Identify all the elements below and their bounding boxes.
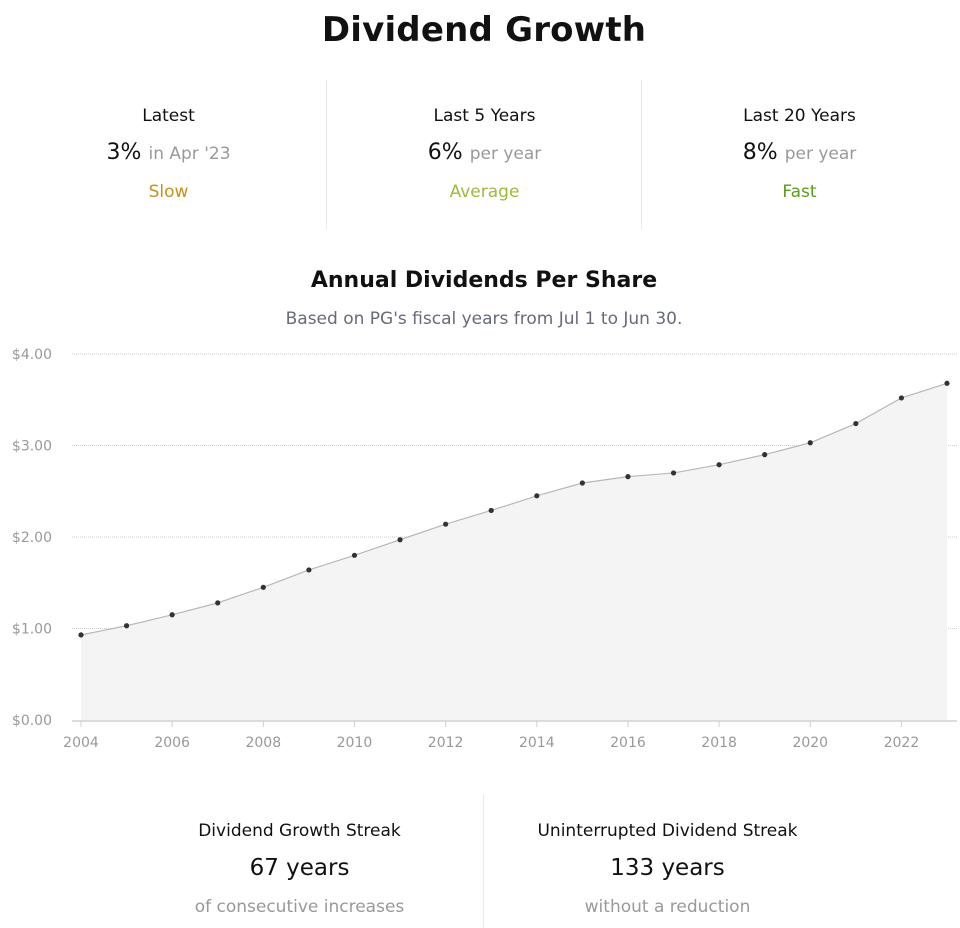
data-point <box>123 623 130 629</box>
area-fill <box>81 383 947 720</box>
y-tick-label: $0.00 <box>12 713 52 729</box>
data-point <box>215 600 221 606</box>
streak-value: 67 years <box>249 855 350 881</box>
x-tick-label: 2016 <box>610 735 646 751</box>
x-tick-label: 2020 <box>792 735 828 751</box>
stat-value-line: 6% per year <box>327 140 642 165</box>
data-point <box>670 470 677 476</box>
data-point <box>625 474 631 480</box>
data-point <box>443 521 449 527</box>
y-tick-label: $1.00 <box>12 622 52 638</box>
series-line <box>80 382 948 636</box>
stat-rating: Slow <box>148 182 189 202</box>
data-point <box>898 395 905 401</box>
data-point <box>488 507 494 514</box>
stat-last-20-years: Last 20 Years 8% per year Fast <box>641 80 957 230</box>
x-tick-label: 2018 <box>701 735 737 751</box>
stat-value-line: 3% in Apr '23 <box>11 140 326 165</box>
streak-label: Uninterrupted Dividend Streak <box>537 821 798 841</box>
x-tick-label: 2010 <box>337 735 373 751</box>
x-tick-label: 2004 <box>63 735 99 751</box>
stat-rating: Fast <box>782 182 817 202</box>
stat-value: 8% <box>742 140 778 165</box>
chart-title: Annual Dividends Per Share <box>310 268 658 293</box>
stat-value: 6% <box>427 140 463 165</box>
stat-label: Latest <box>142 106 195 126</box>
data-point <box>78 632 84 638</box>
streak-value: 133 years <box>610 855 725 881</box>
data-point <box>944 380 950 386</box>
data-point <box>351 552 358 558</box>
x-tick-label: 2012 <box>428 735 464 751</box>
x-tick-label: 2022 <box>884 735 920 751</box>
data-point <box>169 612 175 618</box>
data-point <box>807 440 813 446</box>
y-tick-label: $4.00 <box>12 347 52 363</box>
data-point <box>762 452 768 458</box>
x-tick-label: 2014 <box>519 735 555 751</box>
data-point <box>853 420 859 427</box>
data-point <box>579 480 585 486</box>
y-tick-label: $3.00 <box>12 439 52 455</box>
stat-suffix: per year <box>784 144 857 164</box>
streak-note: without a reduction <box>584 897 751 917</box>
data-point <box>306 567 312 573</box>
data-point <box>534 493 540 499</box>
growth-stats: Latest 3% in Apr '23 Slow Last 5 Years 6… <box>11 80 957 230</box>
streak-note: of consecutive increases <box>194 897 405 917</box>
stat-value-line: 8% per year <box>642 140 957 165</box>
stat-suffix: per year <box>469 144 542 164</box>
stat-latest: Latest 3% in Apr '23 Slow <box>11 80 326 230</box>
uninterrupted-streak: Uninterrupted Dividend Streak 133 years … <box>483 795 851 928</box>
stat-rating: Average <box>449 182 520 202</box>
streak-label: Dividend Growth Streak <box>198 821 401 841</box>
dividend-streaks: Dividend Growth Streak 67 years of conse… <box>116 795 851 928</box>
data-point <box>397 537 403 543</box>
y-tick-label: $2.00 <box>12 530 52 546</box>
stat-label: Last 5 Years <box>433 106 536 126</box>
x-tick-label: 2006 <box>154 735 190 751</box>
x-tick-label: 2008 <box>245 735 281 751</box>
stat-label: Last 20 Years <box>743 106 856 126</box>
stat-suffix: in Apr '23 <box>148 144 231 164</box>
growth-streak: Dividend Growth Streak 67 years of conse… <box>116 795 483 928</box>
dividend-chart: $0.00 $1.00 $2.00 $3.00 $4.00 2004 2006 2008 201… <box>12 347 957 751</box>
stat-last-5-years: Last 5 Years 6% per year Average <box>326 80 642 230</box>
data-point <box>716 462 722 468</box>
data-point <box>260 584 266 590</box>
page-title: Dividend Growth <box>321 10 647 50</box>
stat-value: 3% <box>106 140 142 165</box>
chart-subtitle: Based on PG's fiscal years from Jul 1 to… <box>285 309 683 329</box>
